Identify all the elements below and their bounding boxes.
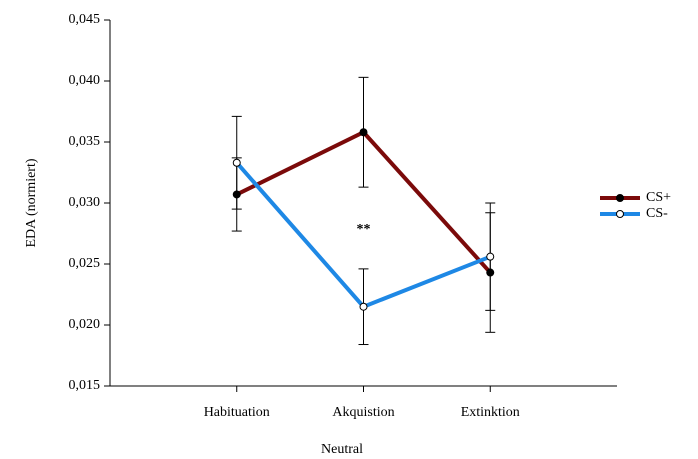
y-tick-label: 0,030 bbox=[69, 195, 101, 210]
y-tick-label: 0,035 bbox=[69, 134, 101, 149]
data-point bbox=[486, 268, 495, 277]
data-point bbox=[232, 158, 241, 167]
legend-label: CS+ bbox=[646, 190, 671, 205]
legend-label: CS- bbox=[646, 206, 668, 221]
y-tick-label: 0,040 bbox=[69, 73, 101, 88]
x-axis-label: Neutral bbox=[321, 442, 363, 457]
data-point bbox=[359, 128, 368, 137]
x-tick-label: Extinktion bbox=[461, 405, 520, 420]
x-tick-label: Akquistion bbox=[332, 405, 394, 420]
legend-marker bbox=[616, 194, 624, 202]
x-tick-label: Habituation bbox=[204, 405, 270, 420]
y-tick-label: 0,015 bbox=[69, 378, 101, 393]
y-axis-label: EDA (normiert) bbox=[24, 158, 39, 247]
data-point bbox=[486, 252, 495, 261]
y-tick-label: 0,045 bbox=[69, 12, 101, 27]
legend-marker bbox=[616, 210, 624, 218]
y-tick-label: 0,025 bbox=[69, 256, 101, 271]
data-point bbox=[232, 190, 241, 199]
data-point bbox=[359, 302, 368, 311]
y-tick-label: 0,020 bbox=[69, 317, 101, 332]
annotation: ** bbox=[357, 222, 371, 237]
